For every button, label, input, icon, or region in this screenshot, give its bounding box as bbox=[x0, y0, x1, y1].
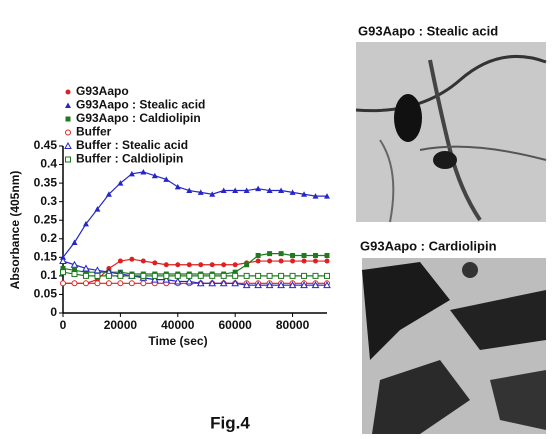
data-point bbox=[198, 273, 203, 278]
series-line bbox=[63, 172, 327, 257]
y-tick-label: 0.25 bbox=[34, 212, 58, 226]
legend-label: G93Aapo : Caldiolipin bbox=[76, 111, 201, 125]
data-point bbox=[129, 273, 134, 278]
data-point bbox=[83, 281, 88, 286]
data-point bbox=[164, 273, 169, 278]
data-point bbox=[175, 273, 180, 278]
data-point bbox=[152, 260, 157, 265]
legend-marker bbox=[66, 130, 71, 135]
data-point bbox=[325, 253, 330, 258]
data-point bbox=[106, 273, 111, 278]
data-point bbox=[313, 273, 318, 278]
data-point bbox=[221, 273, 226, 278]
data-point bbox=[267, 259, 272, 264]
data-point bbox=[313, 259, 318, 264]
data-point bbox=[61, 270, 66, 275]
data-point bbox=[279, 259, 284, 264]
legend-marker bbox=[65, 143, 71, 149]
data-point bbox=[187, 273, 192, 278]
data-point bbox=[198, 262, 203, 267]
data-point bbox=[279, 251, 284, 256]
micrograph bbox=[362, 258, 546, 434]
y-tick-label: 0.1 bbox=[40, 268, 57, 282]
data-point bbox=[244, 262, 249, 267]
data-point bbox=[72, 281, 77, 286]
data-point bbox=[118, 281, 123, 286]
x-tick-label: 80000 bbox=[276, 318, 310, 332]
legend-label: Buffer : Stealic acid bbox=[76, 138, 188, 152]
data-point bbox=[61, 281, 66, 286]
x-axis-label: Time (sec) bbox=[148, 334, 207, 348]
x-tick-label: 40000 bbox=[161, 318, 195, 332]
y-tick-label: 0.2 bbox=[40, 231, 57, 245]
data-point bbox=[141, 281, 146, 286]
data-point bbox=[313, 253, 318, 258]
data-point bbox=[118, 259, 123, 264]
data-point bbox=[71, 239, 77, 245]
data-point bbox=[129, 257, 134, 262]
data-point bbox=[290, 253, 295, 258]
data-point bbox=[325, 273, 330, 278]
figure: Time (sec) Absorbance (405nm) Fig.4 G93A… bbox=[0, 0, 556, 434]
legend-marker bbox=[66, 117, 71, 122]
data-point bbox=[302, 253, 307, 258]
data-point bbox=[129, 281, 134, 286]
y-axis-label: Absorbance (405nm) bbox=[8, 171, 22, 290]
legend-label: Buffer bbox=[76, 125, 112, 139]
data-point bbox=[175, 184, 181, 190]
data-point bbox=[279, 273, 284, 278]
legend-label: Buffer : Caldiolipin bbox=[76, 152, 183, 166]
data-point bbox=[106, 281, 111, 286]
y-tick-label: 0.35 bbox=[34, 175, 58, 189]
micrograph bbox=[356, 42, 546, 222]
data-point bbox=[175, 262, 180, 267]
data-point bbox=[267, 273, 272, 278]
y-tick-label: 0.15 bbox=[34, 250, 58, 264]
data-point bbox=[141, 273, 146, 278]
data-point bbox=[187, 262, 192, 267]
legend-label: G93Aapo bbox=[76, 84, 129, 98]
data-point bbox=[233, 262, 238, 267]
y-tick-label: 0.05 bbox=[34, 287, 58, 301]
y-tick-label: 0.45 bbox=[34, 138, 58, 152]
data-point bbox=[267, 251, 272, 256]
data-point bbox=[256, 259, 261, 264]
data-point bbox=[256, 273, 261, 278]
data-point bbox=[164, 262, 169, 267]
y-tick-label: 0 bbox=[50, 305, 57, 319]
legend-marker bbox=[65, 103, 71, 109]
x-tick-label: 60000 bbox=[218, 318, 252, 332]
y-tick-label: 0.4 bbox=[40, 157, 57, 171]
data-point bbox=[325, 259, 330, 264]
image-title: G93Aapo : Cardiolipin bbox=[360, 238, 497, 253]
data-point bbox=[233, 273, 238, 278]
data-point bbox=[95, 273, 100, 278]
data-point bbox=[244, 273, 249, 278]
data-point bbox=[141, 259, 146, 264]
image-title: G93Aapo : Stealic acid bbox=[358, 23, 498, 38]
data-point bbox=[290, 273, 295, 278]
x-tick-label: 0 bbox=[60, 318, 67, 332]
data-point bbox=[302, 259, 307, 264]
x-tick-label: 20000 bbox=[104, 318, 138, 332]
data-point bbox=[302, 273, 307, 278]
data-point bbox=[95, 281, 100, 286]
data-point bbox=[221, 262, 226, 267]
legend-marker bbox=[66, 157, 71, 162]
data-point bbox=[290, 259, 295, 264]
data-point bbox=[118, 273, 123, 278]
legend-marker bbox=[66, 90, 71, 95]
caption: Fig.4 bbox=[210, 413, 250, 432]
data-point bbox=[256, 253, 261, 258]
data-point bbox=[83, 273, 88, 278]
data-point bbox=[210, 273, 215, 278]
data-point bbox=[152, 273, 157, 278]
y-tick-label: 0.3 bbox=[40, 194, 57, 208]
data-point bbox=[210, 262, 215, 267]
legend-label: G93Aapo : Stealic acid bbox=[76, 98, 205, 112]
data-point bbox=[72, 272, 77, 277]
